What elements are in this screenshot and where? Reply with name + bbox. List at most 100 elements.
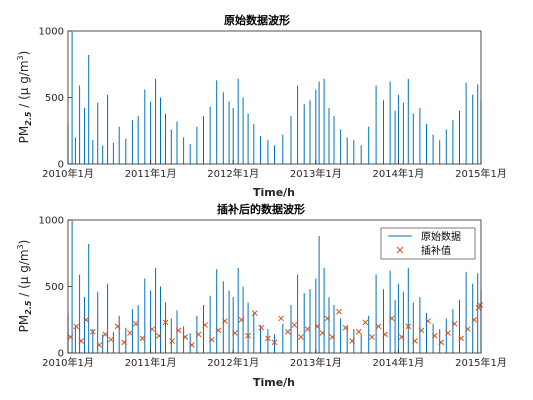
- interp-point: [475, 304, 482, 311]
- y-tick-label: 500: [45, 282, 64, 293]
- interp-point: [238, 316, 245, 323]
- x-tick-label: 2014年1月: [372, 167, 424, 180]
- legend-entry-original: 原始数据: [421, 230, 461, 243]
- interp-point: [382, 331, 389, 338]
- interp-point: [208, 336, 215, 343]
- interp-point: [169, 338, 175, 344]
- interp-point: [195, 331, 202, 338]
- interp-point: [231, 330, 238, 336]
- interp-point: [127, 330, 133, 336]
- interp-point: [175, 327, 182, 334]
- interp-point: [438, 339, 445, 346]
- x-tick-label: 2012年1月: [207, 167, 259, 180]
- interp-point: [114, 323, 121, 330]
- interp-point: [349, 338, 355, 344]
- interp-point: [431, 332, 438, 339]
- interp-point: [405, 323, 412, 330]
- x-tick-label: 2011年1月: [125, 167, 177, 180]
- interp-point: [83, 316, 90, 323]
- y-tick-label: 1000: [39, 216, 64, 227]
- interp-point: [304, 326, 311, 332]
- interp-point: [464, 326, 471, 332]
- y-axis-label: PM2.5 / (μ g/m3): [16, 240, 33, 333]
- x-ticks: 2010年1月 2011年1月 2012年1月 2013年1月 2014年1月 2015年…: [42, 160, 507, 180]
- plot-area: [68, 31, 481, 164]
- interp-point: [375, 323, 382, 330]
- legend-box: [380, 227, 476, 260]
- x-tick-label: 2015年1月: [455, 167, 507, 180]
- x-tick-label: 2013年1月: [290, 167, 342, 180]
- chart-title: 插补后的数据波形: [217, 202, 305, 216]
- y-ticks: 0 500 1000: [39, 216, 72, 360]
- y-ticks: 0 500 1000: [39, 27, 72, 171]
- interp-point: [336, 308, 342, 315]
- interp-point: [222, 318, 228, 324]
- series-layer: [67, 220, 484, 353]
- y-tick-label: 500: [45, 93, 64, 104]
- interp-point: [182, 334, 189, 340]
- interp-point: [329, 334, 336, 340]
- interp-point: [425, 318, 431, 324]
- interp-point: [251, 310, 258, 316]
- interp-point: [324, 315, 331, 322]
- chart-title: 原始数据波形: [224, 13, 290, 27]
- interp-point: [451, 320, 458, 327]
- interp-point: [258, 324, 265, 331]
- interp-point: [156, 332, 162, 339]
- interp-point: [189, 342, 195, 348]
- x-ticks: 2010年1月 2011年1月 2012年1月 2013年1月 2014年1月 2015年…: [42, 349, 507, 369]
- interp-point: [477, 302, 484, 308]
- interp-point: [319, 330, 326, 336]
- x-tick-label: 2015年1月: [455, 356, 507, 369]
- y-tick-label: 1000: [39, 27, 64, 38]
- interp-point: [96, 342, 103, 348]
- x-tick-label: 2013年1月: [290, 356, 342, 369]
- legend: 原始数据 插补值: [380, 227, 476, 260]
- x-tick-label: 2012年1月: [207, 356, 259, 369]
- interp-point: [388, 315, 395, 322]
- interp-point: [271, 339, 278, 346]
- interp-point: [149, 326, 156, 332]
- interp-point: [215, 327, 222, 334]
- y-tick-label: 0: [58, 349, 64, 360]
- interp-point: [89, 328, 96, 335]
- x-axis-label: Time/h: [253, 376, 295, 389]
- interp-point: [139, 335, 146, 342]
- interp-point: [398, 334, 405, 340]
- interp-point: [291, 322, 298, 328]
- legend-x-marker: [396, 246, 404, 254]
- interp-point: [355, 328, 362, 335]
- x-axis-label: Time/h: [253, 186, 295, 199]
- x-tick-label: 2014年1月: [372, 356, 424, 369]
- interp-point: [445, 330, 451, 336]
- interp-point: [362, 319, 369, 326]
- interp-point: [458, 335, 465, 342]
- interp-point: [298, 334, 304, 340]
- interp-point: [132, 320, 139, 327]
- y-axis-label: PM2.5 / (μ g/m3): [16, 51, 33, 144]
- interp-point: [418, 327, 425, 334]
- x-tick-label: 2011年1月: [125, 356, 177, 369]
- interp-point: [202, 322, 208, 328]
- interp-point: [245, 332, 251, 339]
- interp-point: [102, 331, 109, 338]
- interp-point: [471, 316, 478, 323]
- interp-point: [78, 338, 85, 344]
- interp-point: [108, 336, 114, 343]
- interp-point: [121, 339, 128, 346]
- legend-entry-interp: 插补值: [421, 244, 451, 257]
- interp-point: [342, 324, 349, 331]
- x-tick-label: 2010年1月: [42, 167, 94, 180]
- interp-point: [162, 319, 169, 326]
- interp-point: [284, 328, 291, 335]
- interp-point: [73, 323, 80, 330]
- interp-point: [67, 334, 74, 340]
- y-tick-label: 0: [58, 160, 64, 171]
- interp-point: [265, 335, 271, 342]
- interp-point: [278, 315, 284, 322]
- interp-point: [314, 323, 321, 330]
- x-tick-label: 2010年1月: [42, 356, 94, 369]
